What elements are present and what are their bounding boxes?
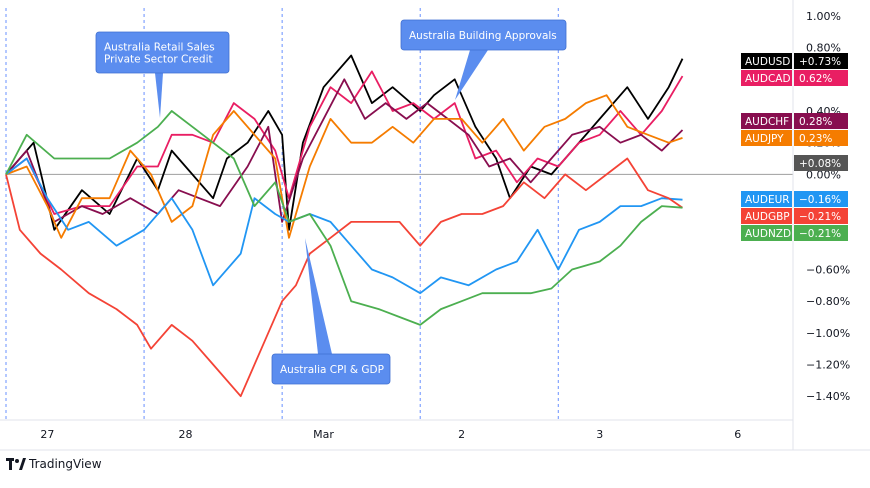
annotation-pointer-0 xyxy=(155,73,163,118)
series-line-audgbp xyxy=(5,157,684,398)
y-tick-label-0: 1.00% xyxy=(806,10,841,23)
x-tick-label-1: 28 xyxy=(178,428,192,441)
badge-value-text-6: −0.21% xyxy=(799,211,841,223)
badge-value-text-3: 0.23% xyxy=(799,133,832,145)
price-badge-audgbp: AUDGBP −0.21% xyxy=(741,208,848,224)
x-tick-label-4: 3 xyxy=(596,428,603,441)
series-line-audchf xyxy=(5,78,684,223)
badge-value-text-2: 0.28% xyxy=(799,116,832,128)
annotation-box-1 xyxy=(400,19,567,51)
y-tick-label-8: −1.20% xyxy=(806,359,850,372)
x-tick-label-2: Mar xyxy=(313,428,334,441)
price-badge-baseline: +0.08% xyxy=(794,155,848,171)
price-badge-audeur: AUDEUR −0.16% xyxy=(741,191,848,207)
badge-name-bg-7 xyxy=(741,225,792,241)
badge-value-bg-5 xyxy=(794,191,848,207)
badge-name-bg-3 xyxy=(741,130,792,146)
x-axis-tick-labels: 27 28 Mar 2 3 6 xyxy=(40,428,741,441)
price-badge-audcad: AUDCAD 0.62% xyxy=(741,70,848,86)
annotation-text-0-0: Australia Retail Sales xyxy=(104,42,215,54)
badge-name-text-5: AUDEUR xyxy=(745,194,790,206)
y-tick-label-5: −0.60% xyxy=(806,263,850,276)
price-badge-audchf: AUDCHF 0.28% xyxy=(741,113,848,129)
badge-value-text-5: −0.16% xyxy=(799,194,841,206)
badge-value-text-4: +0.08% xyxy=(799,158,841,170)
badge-name-text-1: AUDCAD xyxy=(745,73,791,85)
y-tick-label-1: 0.80% xyxy=(806,42,841,55)
brand-name: TradingView xyxy=(29,457,102,471)
badge-name-bg-2 xyxy=(741,113,792,129)
badge-name-text-7: AUDNZD xyxy=(745,228,791,240)
badge-name-bg-1 xyxy=(741,70,792,86)
badge-name-bg-0 xyxy=(741,53,792,69)
badge-name-text-0: AUDUSD xyxy=(745,56,790,68)
y-tick-label-6: −0.80% xyxy=(806,295,850,308)
annotation-callout-2: Australia CPI & GDP xyxy=(271,238,391,385)
badge-value-bg-2 xyxy=(794,113,848,129)
series-line-audnzd xyxy=(5,110,683,326)
x-tick-label-5: 6 xyxy=(734,428,741,441)
annotation-callout-1: Australia Building Approvals xyxy=(400,19,567,100)
tradingview-logo-icon xyxy=(6,458,26,470)
price-badge-audnzd: AUDNZD −0.21% xyxy=(741,225,848,241)
series-line-audeur xyxy=(5,157,683,295)
badge-value-bg-7 xyxy=(794,225,848,241)
price-badge-audjpy: AUDJPY 0.23% xyxy=(741,130,848,146)
badge-value-bg-3 xyxy=(794,130,848,146)
y-tick-label-9: −1.40% xyxy=(806,390,850,403)
badge-name-bg-6 xyxy=(741,208,792,224)
axes xyxy=(0,0,870,451)
x-tick-label-3: 2 xyxy=(458,428,465,441)
badge-name-text-6: AUDGBP xyxy=(745,211,790,223)
price-badges: AUDUSD +0.73% AUDCAD 0.62% AUDCHF 0.28% AUDJPY… xyxy=(741,53,848,241)
badge-value-bg-1 xyxy=(794,70,848,86)
badge-value-text-0: +0.73% xyxy=(799,56,841,68)
annotation-text-1-0: Australia Building Approvals xyxy=(409,30,557,42)
annotation-box-0 xyxy=(95,31,230,74)
x-tick-label-0: 27 xyxy=(40,428,54,441)
badge-value-bg-0 xyxy=(794,53,848,69)
badge-name-text-3: AUDJPY xyxy=(745,133,784,145)
series-lines xyxy=(5,54,684,398)
price-badge-audusd: AUDUSD +0.73% xyxy=(741,53,848,69)
series-line-audjpy xyxy=(5,94,683,239)
badge-name-bg-5 xyxy=(741,191,792,207)
annotation-box-2 xyxy=(271,353,391,385)
session-separators xyxy=(5,8,559,420)
badge-value-text-7: −0.21% xyxy=(799,228,841,240)
badge-value-bg-6 xyxy=(794,208,848,224)
annotation-pointer-1 xyxy=(455,50,488,100)
annotation-pointer-2 xyxy=(305,238,332,354)
annotation-text-2-0: Australia CPI & GDP xyxy=(280,364,384,376)
badge-value-text-1: 0.62% xyxy=(799,73,832,85)
badge-value-bg-4 xyxy=(794,155,848,171)
y-axis-tick-labels: 1.00%0.80%0.40%0.20%0.00%−0.60%−0.80%−1.… xyxy=(806,10,850,403)
annotation-text-0-1: Private Sector Credit xyxy=(104,54,213,66)
badge-name-text-2: AUDCHF xyxy=(745,116,789,128)
y-tick-label-7: −1.00% xyxy=(806,327,850,340)
y-tick-label-4: 0.00% xyxy=(806,168,841,181)
brand-footer[interactable]: TradingView xyxy=(6,457,102,471)
